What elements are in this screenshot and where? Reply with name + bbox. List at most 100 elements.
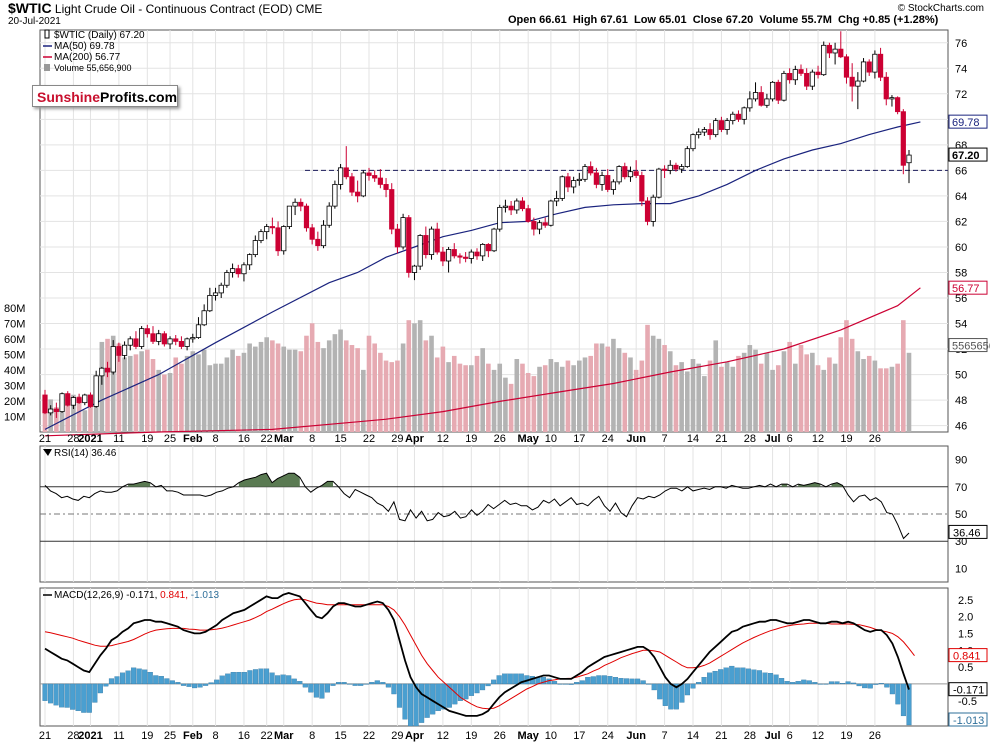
candle-body (161, 333, 167, 345)
logo-part-2: Profits.com (100, 89, 178, 105)
candle-body (286, 205, 293, 227)
macd-histogram-bar (895, 683, 901, 705)
macd-histogram-bar (147, 671, 153, 685)
candle-body (150, 333, 156, 342)
candle-body (116, 346, 122, 356)
x-tick-label: 24 (602, 433, 614, 445)
macd-histogram-bar (302, 683, 308, 688)
candle-body (212, 292, 219, 296)
x-tick-label: 22 (261, 433, 273, 445)
macd-histogram-bar (474, 683, 480, 694)
volume-tick-label: 50M (4, 349, 25, 361)
x-tick-label: 2021 (78, 730, 102, 742)
x-tick-label: 22 (261, 730, 273, 742)
volume-bar (514, 359, 520, 432)
macd-histogram-bar (856, 683, 862, 687)
macd-histogram-bar (407, 683, 414, 727)
volume-bar (662, 345, 667, 432)
volume-bar (366, 335, 372, 432)
x-tick-label: 24 (602, 730, 614, 742)
candle-body (673, 164, 679, 170)
volume-bar (901, 320, 906, 432)
candle-body (502, 205, 509, 208)
macd-histogram-bar (502, 673, 508, 685)
candle-body (855, 80, 861, 87)
macd-histogram-bar (86, 683, 92, 713)
macd-histogram-bar (839, 683, 846, 685)
candle-body (474, 251, 480, 257)
volume-bar (906, 352, 912, 432)
volume-bar (679, 362, 684, 432)
legend-swatch (44, 29, 50, 39)
macd-histogram-bar (707, 672, 713, 685)
candle-body (326, 205, 332, 226)
candle-body (781, 72, 787, 101)
macd-histogram-bar (579, 680, 585, 685)
macd-histogram-bar (396, 683, 403, 708)
volume-bar (378, 352, 383, 432)
legend-label: MA(200) 56.77 (54, 52, 121, 63)
volume-bar (105, 338, 110, 432)
volume-bar (667, 351, 673, 432)
volume-bar (690, 359, 696, 432)
x-tick-label: 29 (391, 433, 403, 445)
x-tick-label: Jun (626, 730, 646, 742)
macd-histogram-bar (186, 683, 192, 687)
exchange: CME (295, 2, 323, 16)
macd-histogram-bar (873, 683, 879, 685)
volume-bar (122, 357, 127, 432)
x-tick-label: 19 (141, 433, 153, 445)
volume-bar (508, 383, 514, 432)
macd-histogram-bar (690, 683, 696, 689)
volume-bar (179, 363, 184, 432)
credit-link[interactable]: © StockCharts.com (897, 3, 984, 14)
candle-body (906, 154, 912, 164)
candle-body (241, 264, 247, 275)
macd-histogram-bar (906, 683, 912, 726)
x-tick-label: 28 (744, 730, 756, 742)
macd-histogram-bar (745, 668, 751, 685)
candle-body (309, 227, 315, 240)
x-tick-label: 19 (840, 433, 852, 445)
macd-histogram-bar (103, 683, 109, 687)
x-tick-label: 25 (164, 433, 176, 445)
candle-body (707, 129, 713, 136)
volume-bar (65, 393, 71, 432)
candle-body (264, 226, 270, 233)
volume-badge: 55656569 (948, 338, 990, 353)
macd-histogram-bar (740, 667, 746, 685)
volume-bar (622, 352, 628, 432)
volume-bar (110, 335, 116, 432)
volume-bar (457, 363, 463, 432)
macd-histogram-bar (92, 683, 98, 703)
macd-histogram-bar (252, 669, 259, 685)
x-tick-label: Apr (405, 433, 425, 445)
candle-body (724, 120, 730, 130)
x-tick-label: 26 (494, 730, 506, 742)
x-tick-label: 16 (238, 433, 250, 445)
rsi-legend-marker (43, 449, 52, 456)
x-tick-label: 8 (309, 433, 315, 445)
candle-body (207, 295, 213, 312)
macd-signal-badge: 0.841 (953, 651, 981, 663)
candle-body (224, 272, 230, 286)
macd-histogram-bar (391, 683, 397, 695)
volume-tick-label: 60M (4, 334, 25, 346)
candle-body (508, 205, 514, 211)
macd-histogram-bar (203, 683, 209, 686)
price-tick-label: 54 (955, 319, 967, 331)
rsi-overbought-fill (238, 473, 300, 487)
macd-histogram-bar (889, 683, 895, 695)
candle-body (93, 375, 99, 407)
x-tick-label: 22 (363, 730, 375, 742)
macd-histogram-bar (828, 681, 835, 685)
chart-title: $WTIC Light Crude Oil - Continuous Contr… (8, 0, 322, 16)
candle-body (173, 338, 179, 342)
volume-bar (150, 359, 156, 432)
x-tick-label: 21 (715, 433, 727, 445)
volume-bar (99, 341, 105, 432)
x-tick-label: Jul (765, 730, 781, 742)
rsi-tick-label: 10 (955, 563, 967, 575)
volume-bar (326, 340, 332, 432)
